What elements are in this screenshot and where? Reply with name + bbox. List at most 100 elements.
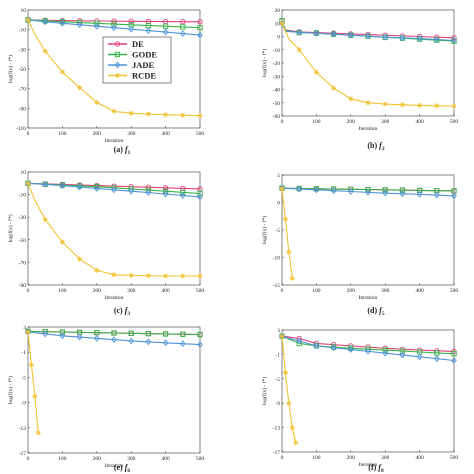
data-point bbox=[365, 347, 371, 355]
data-point bbox=[451, 192, 457, 200]
series-line-jade bbox=[281, 335, 455, 362]
panel-caption: (c) f3 bbox=[114, 306, 131, 317]
data-point bbox=[434, 350, 440, 356]
series-line-jade bbox=[27, 182, 201, 198]
data-point bbox=[59, 182, 66, 189]
data-point bbox=[279, 20, 285, 26]
x-tick-label: 200 bbox=[347, 288, 356, 294]
x-tick-label: 500 bbox=[196, 288, 205, 294]
series-line-rcde bbox=[281, 188, 293, 279]
data-point bbox=[114, 61, 121, 69]
x-tick-label: 0 bbox=[281, 455, 284, 461]
x-tick-label: 400 bbox=[415, 119, 424, 125]
data-point bbox=[145, 189, 152, 197]
data-point bbox=[296, 29, 302, 36]
data-point bbox=[145, 27, 152, 35]
data-point bbox=[59, 69, 65, 75]
x-axis-label: Iteration bbox=[105, 295, 124, 301]
data-point bbox=[94, 22, 100, 30]
x-tick-label: 0 bbox=[27, 456, 30, 462]
chart-panel-5: 0 100 200 300 400 500 3 -1 -5 -9 -13 -17 Iteration lo… bbox=[7, 325, 204, 474]
data-point bbox=[330, 186, 337, 192]
y-tick-label: -110 bbox=[16, 126, 26, 132]
y-tick-label: 10 bbox=[21, 8, 27, 14]
data-point bbox=[32, 393, 38, 399]
y-tick-label: -10 bbox=[19, 28, 27, 34]
y-tick-label: -13 bbox=[273, 426, 281, 432]
data-point bbox=[180, 192, 186, 199]
x-tick-label: 100 bbox=[58, 456, 67, 462]
series-line-jade bbox=[281, 23, 455, 42]
plot-area bbox=[281, 9, 455, 117]
data-point bbox=[114, 41, 121, 47]
data-point bbox=[145, 111, 151, 117]
x-tick-label: 300 bbox=[127, 288, 136, 294]
plot-area bbox=[27, 326, 201, 454]
x-tick-label: 500 bbox=[450, 455, 459, 461]
data-point bbox=[348, 346, 354, 353]
data-point bbox=[197, 341, 203, 349]
y-tick-label: -40 bbox=[273, 88, 281, 94]
data-point bbox=[313, 186, 320, 194]
data-point bbox=[180, 112, 186, 118]
data-point bbox=[180, 331, 186, 337]
data-point bbox=[25, 17, 31, 23]
y-tick-label: -17 bbox=[19, 451, 27, 457]
y-tick-label: -9 bbox=[21, 401, 26, 407]
legend-label-de: DE bbox=[132, 39, 144, 49]
data-point bbox=[162, 190, 169, 198]
data-point bbox=[286, 400, 292, 406]
data-point bbox=[28, 362, 35, 368]
data-point bbox=[180, 24, 186, 30]
data-point bbox=[25, 329, 31, 335]
legend-label-jade: JADE bbox=[132, 60, 155, 70]
x-tick-label: 400 bbox=[161, 288, 170, 294]
data-point bbox=[42, 216, 48, 223]
data-point bbox=[163, 273, 169, 279]
data-point bbox=[180, 273, 186, 279]
data-point bbox=[76, 21, 83, 29]
data-point bbox=[197, 19, 203, 25]
panel-caption: (a) f1 bbox=[114, 145, 131, 156]
data-point bbox=[451, 357, 457, 364]
x-tick-label: 400 bbox=[161, 131, 170, 137]
data-point bbox=[111, 186, 117, 194]
x-tick-label: 500 bbox=[450, 119, 459, 125]
data-point bbox=[451, 351, 457, 357]
y-tick-label: -90 bbox=[19, 106, 27, 112]
data-point bbox=[59, 19, 66, 25]
data-point bbox=[162, 28, 169, 36]
y-tick-label: -15 bbox=[273, 283, 281, 289]
x-tick-label: 200 bbox=[93, 131, 102, 137]
data-point bbox=[279, 333, 285, 339]
data-point bbox=[76, 183, 83, 191]
legend-label-gode: GODE bbox=[132, 50, 157, 60]
y-axis-label: log(f(x) - f*) bbox=[7, 214, 14, 242]
data-point bbox=[279, 186, 285, 192]
data-point bbox=[111, 336, 117, 344]
data-point bbox=[128, 110, 134, 116]
x-axis-label: Iteration bbox=[359, 462, 378, 468]
data-point bbox=[348, 345, 354, 351]
chart-panel-2: 0 100 200 300 400 50020100-10-20-30-40-50-60I… bbox=[261, 8, 458, 152]
data-point bbox=[111, 272, 117, 278]
data-point bbox=[348, 96, 354, 102]
y-tick-label: 0 bbox=[277, 201, 280, 207]
data-point bbox=[128, 272, 134, 278]
data-point bbox=[313, 69, 319, 75]
x-tick-label: 0 bbox=[281, 119, 284, 125]
x-tick-label: 400 bbox=[415, 288, 424, 294]
x-tick-label: 0 bbox=[281, 288, 284, 294]
data-point bbox=[313, 29, 320, 37]
y-tick-label: 3 bbox=[23, 325, 26, 331]
x-tick-label: 300 bbox=[127, 131, 136, 137]
data-point bbox=[365, 188, 371, 196]
y-tick-label: -5 bbox=[275, 377, 280, 383]
y-tick-label: 3 bbox=[277, 328, 280, 334]
data-point bbox=[180, 19, 186, 25]
data-point bbox=[111, 24, 117, 32]
data-point bbox=[111, 330, 117, 336]
panel-caption: (b) f2 bbox=[367, 141, 384, 152]
